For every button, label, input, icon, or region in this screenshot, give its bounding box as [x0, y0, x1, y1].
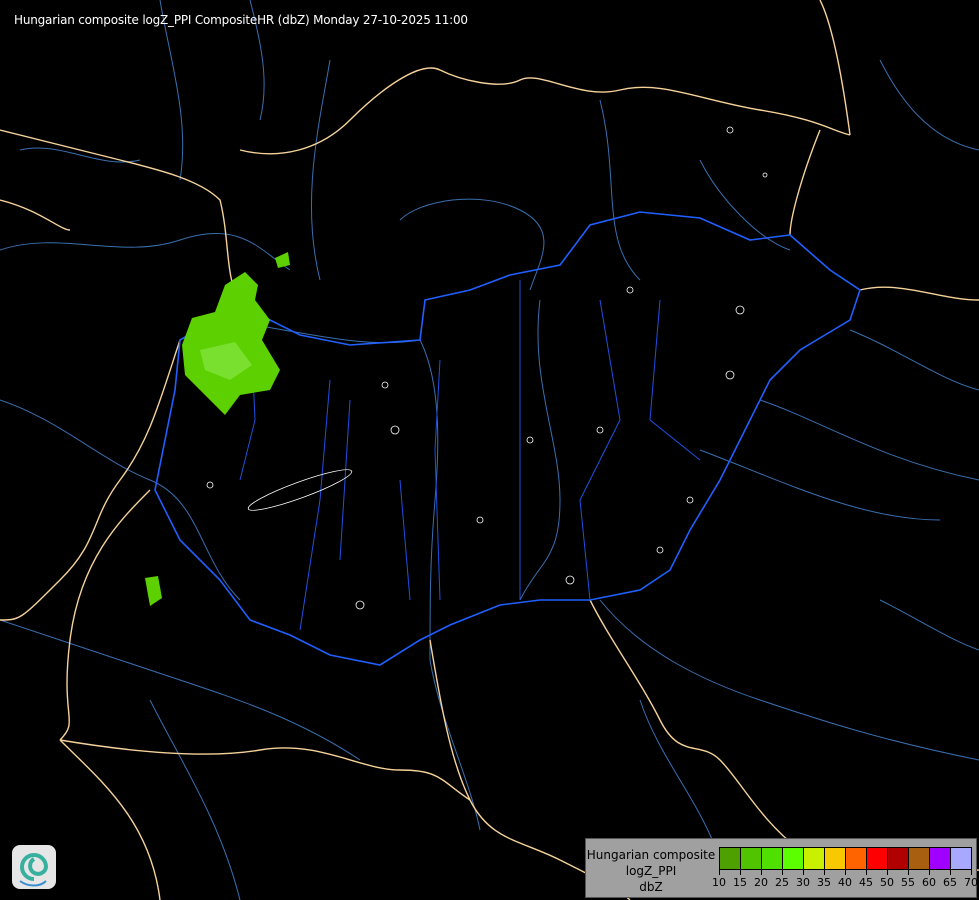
- legend-swatch: [741, 848, 762, 869]
- legend-tick-label: 65: [943, 876, 957, 889]
- legend-tick-label: 30: [796, 876, 810, 889]
- river: [519, 299, 979, 861]
- legend-tick-mark: [824, 869, 825, 875]
- legend-swatch: [867, 848, 888, 869]
- legend-swatch: [846, 848, 867, 869]
- legend-tick-label: 55: [901, 876, 915, 889]
- river: [19, 0, 979, 181]
- river: [310, 59, 791, 291]
- swirl-logo-icon: [12, 845, 56, 889]
- legend-label-line: Hungarian composite: [586, 848, 716, 862]
- legend-tick-mark: [887, 869, 888, 875]
- legend-swatch: [888, 848, 909, 869]
- map-title: Hungarian composite logZ_PPI CompositeHR…: [14, 13, 468, 27]
- country-border: [0, 199, 181, 900]
- legend-label: Hungarian composite logZ_PPI dbZ: [586, 847, 716, 895]
- legend-tick-label: 20: [754, 876, 768, 889]
- river: [0, 232, 481, 831]
- country-border: [59, 739, 471, 801]
- legend-tick-label: 10: [712, 876, 726, 889]
- legend-label-line: dbZ: [639, 880, 663, 894]
- echo-cell-strong: [200, 342, 252, 380]
- legend-swatch: [762, 848, 783, 869]
- legend-tick-label: 70: [964, 876, 978, 889]
- legend-tick-mark: [719, 869, 720, 875]
- legend-tick-mark: [803, 869, 804, 875]
- legend-tick-label: 35: [817, 876, 831, 889]
- legend-tick-mark: [782, 869, 783, 875]
- legend-tick-label: 40: [838, 876, 852, 889]
- echo-cell: [145, 576, 162, 606]
- legend-swatch: [804, 848, 825, 869]
- legend-tick-mark: [761, 869, 762, 875]
- legend-tick-mark: [908, 869, 909, 875]
- legend-tick-mark: [740, 869, 741, 875]
- river: [0, 399, 361, 900]
- echo-cell: [275, 252, 290, 268]
- legend-tick-mark: [950, 869, 951, 875]
- legend-tick-label: 45: [859, 876, 873, 889]
- country-border: [0, 0, 851, 301]
- legend-color-bar: [719, 847, 972, 870]
- legend-tick-mark: [845, 869, 846, 875]
- legend-tick-label: 50: [880, 876, 894, 889]
- legend-ticks: 10 15 20 25 30 35 40 45 50 55 60 65 70: [709, 869, 979, 894]
- river: [699, 329, 979, 651]
- legend-tick-mark: [971, 869, 972, 875]
- legend-swatch: [783, 848, 804, 869]
- hungary-border: [154, 211, 861, 666]
- legend-swatch: [909, 848, 930, 869]
- contours-layer: [206, 126, 768, 610]
- county-borders-layer: [239, 280, 701, 631]
- legend-tick-mark: [866, 869, 867, 875]
- legend-tick-mark: [929, 869, 930, 875]
- legend-tick-label: 15: [733, 876, 747, 889]
- legend-swatch: [825, 848, 846, 869]
- country-border: [789, 129, 979, 301]
- legend-swatch: [951, 848, 971, 869]
- legend-swatch: [930, 848, 951, 869]
- legend-swatch: [720, 848, 741, 869]
- legend-label-line: logZ_PPI: [625, 864, 677, 878]
- legend-tick-label: 25: [775, 876, 789, 889]
- legend-tick-label: 60: [922, 876, 936, 889]
- color-legend: Hungarian composite logZ_PPI dbZ 10 15 20 2…: [585, 838, 979, 898]
